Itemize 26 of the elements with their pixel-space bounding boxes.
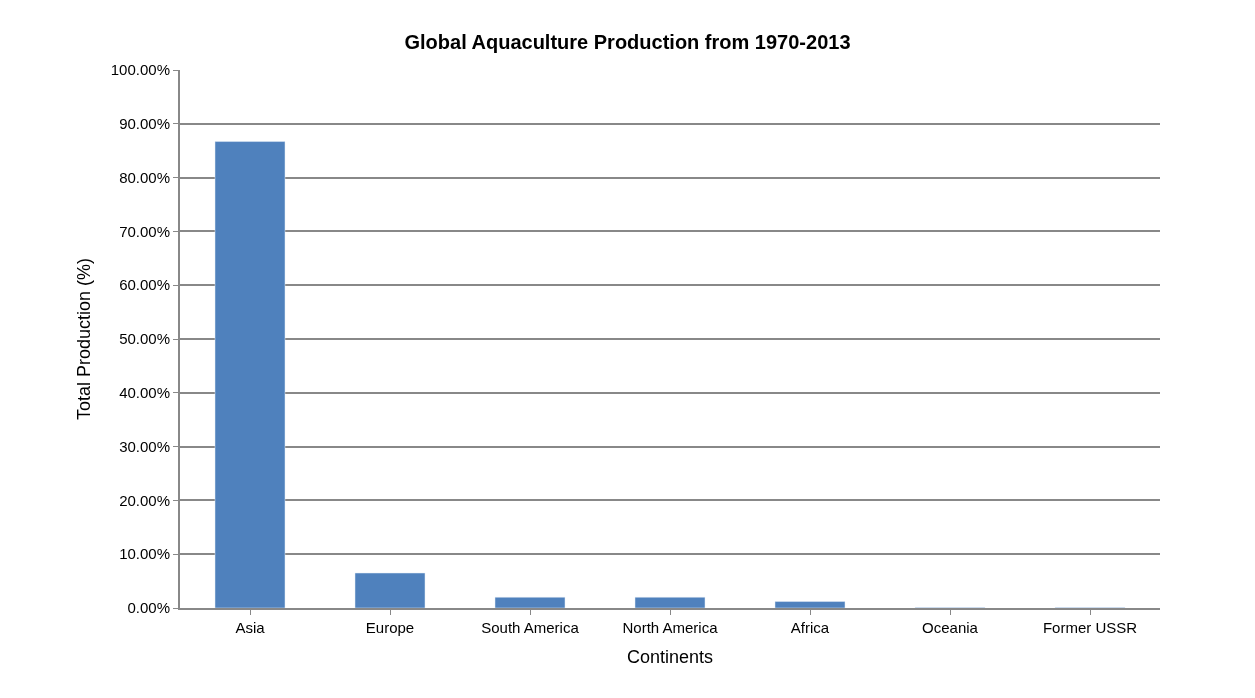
y-axis-title: Total Production (%) bbox=[74, 257, 95, 421]
y-tick-label: 100.00% bbox=[110, 61, 170, 79]
x-tick-label: Former USSR bbox=[1042, 619, 1138, 636]
y-tick-label: 70.00% bbox=[119, 222, 170, 240]
x-tick-label: Africa bbox=[790, 619, 830, 636]
chart-title: Global Aquaculture Production from 1970-2013 bbox=[404, 30, 851, 53]
bar bbox=[214, 141, 286, 608]
x-axis-title: Continents bbox=[626, 646, 714, 667]
x-tick-label: Oceania bbox=[922, 619, 979, 636]
y-tick-label: 90.00% bbox=[119, 115, 170, 133]
y-tick-label: 30.00% bbox=[119, 437, 170, 455]
bar bbox=[774, 601, 846, 608]
x-tick-label: North America bbox=[622, 619, 719, 636]
y-tick-label: 10.00% bbox=[119, 545, 170, 563]
bar bbox=[634, 596, 706, 608]
y-tick-label: 50.00% bbox=[119, 330, 170, 348]
x-tick-label: Asia bbox=[235, 619, 266, 636]
bar bbox=[354, 572, 426, 608]
x-tick-label: South America bbox=[481, 619, 580, 636]
y-tick-label: 40.00% bbox=[119, 384, 170, 402]
y-tick-label: 60.00% bbox=[119, 276, 170, 294]
y-tick-label: 0.00% bbox=[127, 599, 170, 617]
x-tick-label: Europe bbox=[365, 619, 415, 636]
y-tick-label: 80.00% bbox=[119, 168, 170, 186]
y-tick-label: 20.00% bbox=[119, 491, 170, 509]
bar bbox=[494, 596, 566, 608]
